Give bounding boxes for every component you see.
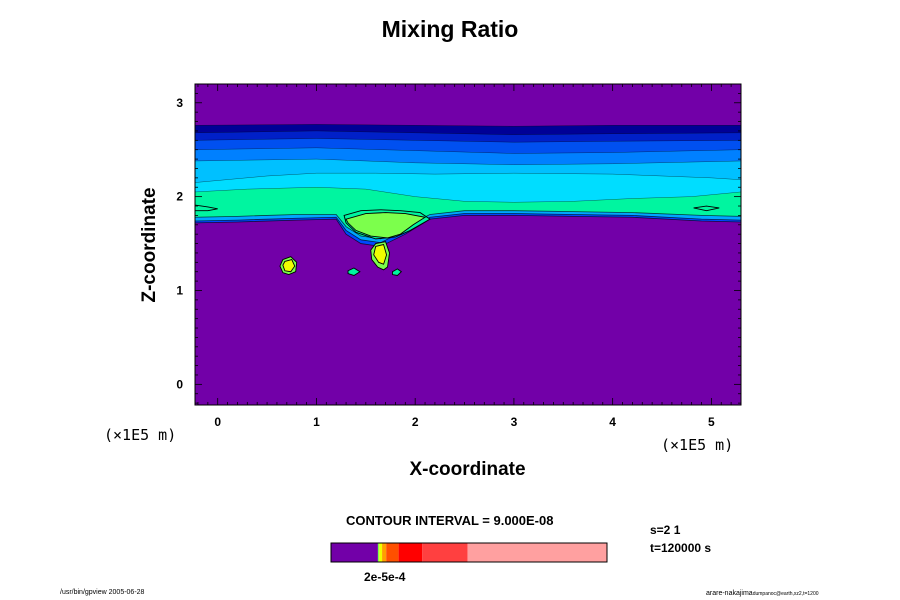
contour-feature-5: [282, 258, 296, 273]
t-value-label: t=120000 s: [650, 541, 712, 555]
colorbar-segment-4: [386, 543, 399, 562]
colorbar-segment-3: [382, 543, 387, 562]
footer-command: /usr/bin/gpview 2005-06-28: [60, 589, 145, 596]
colorbar-segment-0: [331, 543, 378, 562]
contour-feature-9: [195, 204, 218, 212]
colorbar-tick-label: 2e-5e-4: [364, 570, 406, 584]
plot-frame: [194, 83, 742, 406]
colorbar-segment-1: [377, 543, 380, 562]
contour-band-0: [195, 215, 741, 405]
footer-credit: arare-nakajimadumpanoc@earth,xz2,t=1200: [706, 590, 819, 597]
contour-interval-label: CONTOUR INTERVAL = 9.000E-08: [346, 513, 554, 528]
colorbar-segment-5: [398, 543, 423, 562]
y-tick-label: 2: [176, 190, 183, 204]
chart-title: Mixing Ratio: [381, 16, 519, 42]
y-tick-label: 1: [176, 283, 183, 297]
contour-feature-3: [373, 243, 388, 265]
contour-feature-7: [392, 268, 403, 276]
colorbar-segment-6: [422, 543, 468, 562]
colorbar-segment-2: [379, 543, 383, 562]
x-tick-label: 3: [511, 415, 518, 429]
footer-credit-main: arare-nakajima: [706, 590, 753, 597]
y-tick-label: 3: [176, 96, 183, 110]
x-axis-title: X-coordinate: [409, 459, 526, 480]
x-unit-label: (×1E5 m): [661, 436, 734, 454]
y-axis-title: Z-coordinate: [139, 187, 160, 303]
y-unit-label: (×1E5 m): [104, 426, 177, 444]
x-tick-label: 4: [609, 415, 616, 429]
axis-ticks: 0 1 2 3 4 5 0 1 2 3: [176, 83, 742, 429]
x-tick-label: 0: [214, 415, 221, 429]
colorbar: [330, 542, 608, 563]
s-value-label: s=2 1: [650, 523, 681, 537]
contour-features: [195, 204, 720, 276]
x-tick-label: 1: [313, 415, 320, 429]
colorbar-frame: [330, 542, 608, 563]
x-tick-label: 5: [708, 415, 715, 429]
footer-credit-small: dumpanoc@earth,xz2,t=1200: [752, 591, 819, 597]
contour-bands: [195, 84, 741, 405]
contour-feature-8: [693, 205, 720, 212]
x-tick-label: 2: [412, 415, 419, 429]
y-tick-label: 0: [176, 377, 183, 391]
contour-feature-1: [345, 212, 427, 239]
contour-feature-6: [347, 267, 361, 276]
colorbar-segment-7: [467, 543, 607, 562]
